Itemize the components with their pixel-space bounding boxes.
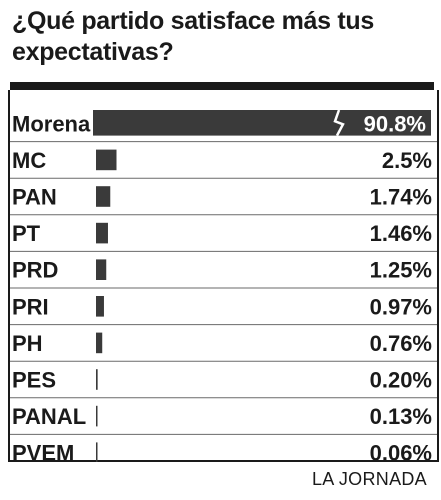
category-label-pvem: PVEM bbox=[12, 441, 74, 462]
category-label-pt: PT bbox=[12, 221, 41, 246]
frame-right-edge bbox=[437, 90, 439, 462]
bar-panal bbox=[96, 405, 98, 427]
bar-ph bbox=[96, 332, 103, 354]
bar-pri bbox=[96, 296, 104, 317]
value-label-prd: 1.25% bbox=[370, 258, 432, 283]
value-label-pt: 1.46% bbox=[370, 221, 432, 246]
value-label-mc: 2.5% bbox=[382, 148, 432, 173]
value-label-pan: 1.74% bbox=[370, 185, 432, 210]
category-label-morena: Morena bbox=[12, 111, 91, 136]
frame-left-edge bbox=[8, 90, 10, 462]
category-label-pes: PES bbox=[12, 368, 56, 393]
frame-bottom-edge bbox=[8, 460, 439, 462]
value-label-pes: 0.20% bbox=[370, 368, 432, 393]
bar-pan bbox=[96, 186, 111, 207]
category-label-panal: PANAL bbox=[12, 404, 86, 429]
category-label-pri: PRI bbox=[12, 294, 49, 319]
value-label-morena: 90.8% bbox=[364, 111, 426, 136]
bar-chart: Morena 90.8% MC 2.5% PAN 1.74% PT 1.46% PRD 1.25%… bbox=[10, 109, 437, 462]
bar-morena bbox=[93, 110, 431, 136]
value-label-pri: 0.97% bbox=[370, 294, 432, 319]
bar-prd bbox=[96, 259, 107, 280]
category-label-ph: PH bbox=[12, 331, 43, 356]
value-label-ph: 0.76% bbox=[370, 331, 432, 356]
value-label-pvem: 0.06% bbox=[370, 441, 432, 462]
bar-pvem bbox=[96, 442, 98, 462]
chart-frame: Morena 90.8% MC 2.5% PAN 1.74% PT 1.46% PRD 1.25%… bbox=[8, 90, 439, 462]
category-label-prd: PRD bbox=[12, 258, 58, 283]
source-credit: LA JORNADA bbox=[311, 469, 427, 489]
category-label-pan: PAN bbox=[12, 185, 57, 210]
scale-break-mark bbox=[333, 109, 345, 137]
chart-title: ¿Qué partido satisface más tus expectati… bbox=[12, 7, 374, 66]
bar-pt bbox=[96, 222, 108, 244]
title-rule bbox=[10, 82, 434, 90]
bar-pes bbox=[96, 369, 98, 390]
bar-mc bbox=[96, 149, 117, 171]
category-label-mc: MC bbox=[12, 148, 46, 173]
value-label-panal: 0.13% bbox=[370, 404, 432, 429]
